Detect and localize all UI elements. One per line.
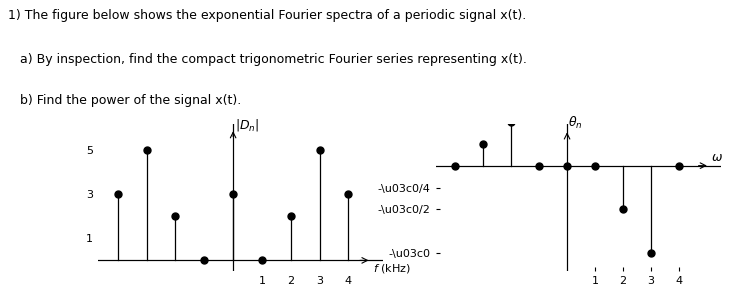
Text: $f$ (kHz): $f$ (kHz) bbox=[373, 262, 411, 275]
Text: 1) The figure below shows the exponential Fourier spectra of a periodic signal x: 1) The figure below shows the exponentia… bbox=[8, 9, 526, 22]
Text: b) Find the power of the signal x(t).: b) Find the power of the signal x(t). bbox=[8, 94, 241, 107]
Text: $\theta_n$: $\theta_n$ bbox=[569, 115, 583, 131]
Text: a) By inspection, find the compact trigonometric Fourier series representing x(t: a) By inspection, find the compact trigo… bbox=[8, 53, 526, 66]
Text: $|D_n|$: $|D_n|$ bbox=[234, 117, 259, 133]
Text: $\omega$: $\omega$ bbox=[711, 151, 723, 164]
